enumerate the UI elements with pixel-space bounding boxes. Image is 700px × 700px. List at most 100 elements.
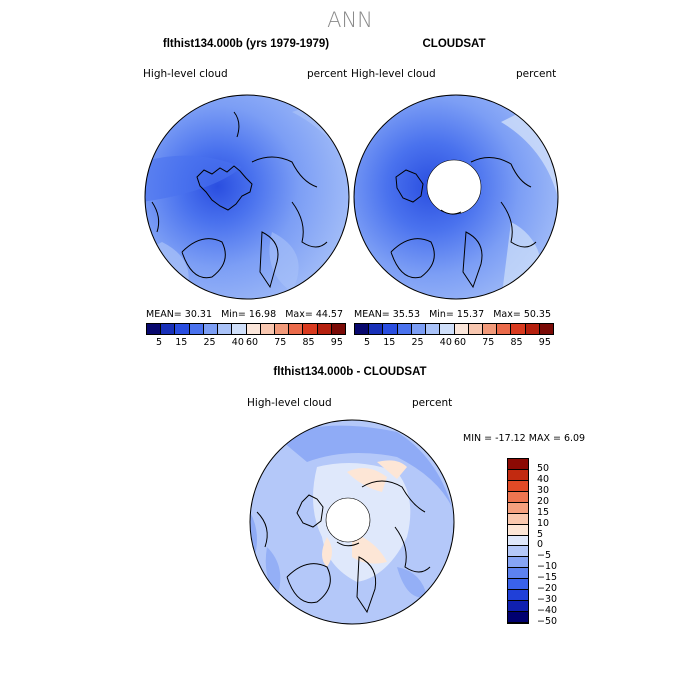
colorbar-swatch bbox=[397, 324, 412, 334]
diff-colorbar-swatch bbox=[508, 535, 528, 547]
colorbar-swatch bbox=[232, 324, 247, 334]
figure-title: ANN bbox=[327, 8, 373, 32]
colorbar-swatch bbox=[482, 324, 498, 334]
obs-mean-value: 35.53 bbox=[392, 309, 420, 320]
diff-colorbar-swatch bbox=[508, 502, 528, 514]
panel-obs-variable-label: High-level cloud bbox=[351, 68, 436, 80]
diff-colorbar-tick-label: 5 bbox=[537, 528, 544, 540]
colorbar-swatch bbox=[426, 324, 441, 334]
panel-obs-title: CLOUDSAT bbox=[422, 38, 486, 50]
diff-colorbar-swatch bbox=[508, 590, 528, 602]
colorbar-swatch bbox=[369, 324, 384, 334]
panel-model-colorbar-ticks: 5 15 25 40 60 75 85 95 bbox=[146, 337, 344, 349]
colorbar-tick-label: 85 bbox=[302, 337, 315, 348]
diff-colorbar-tick-label: −5 bbox=[537, 550, 552, 562]
panel-model-variable-label: High-level cloud bbox=[143, 68, 228, 80]
diff-colorbar-tick-label: 0 bbox=[537, 539, 544, 551]
colorbar-swatch bbox=[260, 324, 275, 334]
colorbar-swatch bbox=[511, 324, 526, 334]
diff-colorbar-tick-label: 15 bbox=[537, 506, 550, 518]
colorbar-tick-label: 15 bbox=[175, 337, 188, 348]
model-min-value: 16.98 bbox=[248, 309, 277, 320]
obs-min-value: 15.37 bbox=[456, 309, 485, 320]
panel-obs-colorbar-ticks: 5 15 25 40 60 75 85 95 bbox=[354, 337, 552, 349]
colorbar-swatch bbox=[203, 324, 219, 334]
colorbar-swatch bbox=[411, 324, 427, 334]
diff-colorbar-tick-label: −30 bbox=[537, 594, 558, 606]
colorbar-tick-label: 5 bbox=[364, 337, 371, 348]
panel-diff-variable-label: High-level cloud bbox=[247, 397, 332, 409]
colorbar-tick-label: 95 bbox=[330, 337, 343, 348]
panel-obs-colorbar bbox=[354, 323, 554, 335]
colorbar-swatch bbox=[218, 324, 233, 334]
colorbar-tick-label: 60 bbox=[245, 337, 259, 348]
diff-colorbar-swatch bbox=[508, 546, 528, 558]
diff-colorbar-swatch bbox=[508, 601, 528, 613]
panel-model-polar-map bbox=[144, 94, 350, 300]
diff-colorbar-tick-label: 30 bbox=[537, 484, 550, 496]
colorbar-tick-label: 40 bbox=[231, 337, 244, 348]
diff-colorbar-swatch bbox=[508, 524, 528, 536]
colorbar-swatch bbox=[161, 324, 176, 334]
colorbar-tick-label: 25 bbox=[411, 337, 424, 348]
panel-obs-stats: MEAN= 35.53 Min= 15.37 Max= 50.35 bbox=[354, 309, 551, 320]
colorbar-swatch bbox=[147, 324, 162, 334]
colorbar-swatch bbox=[274, 324, 290, 334]
model-mean-value: 30.31 bbox=[184, 309, 212, 320]
panel-diff-units-label: percent bbox=[412, 397, 453, 409]
diff-colorbar-swatch bbox=[508, 480, 528, 492]
diff-colorbar-tick-label: −50 bbox=[537, 616, 558, 627]
colorbar-swatch bbox=[440, 324, 455, 334]
colorbar-swatch bbox=[303, 324, 318, 334]
diff-colorbar-swatch bbox=[508, 459, 528, 470]
model-mean-label: MEAN= bbox=[146, 309, 182, 320]
diff-colorbar-tick-label: −15 bbox=[537, 572, 558, 584]
panel-model-units-label: percent bbox=[307, 68, 348, 80]
colorbar-tick-label: 75 bbox=[274, 337, 287, 348]
panel-model-title: flthist134.000b (yrs 1979-1979) bbox=[162, 38, 330, 50]
diff-colorbar-swatch bbox=[508, 491, 528, 503]
colorbar-tick-label: 25 bbox=[203, 337, 216, 348]
obs-min-label: Min= bbox=[429, 309, 454, 320]
panel-diff-colorbar bbox=[507, 458, 529, 624]
panel-diff-title: flthist134.000b - CLOUDSAT bbox=[273, 366, 427, 378]
panel-obs-polar-map bbox=[353, 94, 559, 300]
diff-colorbar-swatch bbox=[508, 513, 528, 525]
colorbar-swatch bbox=[525, 324, 540, 334]
panel-diff-colorbar-labels: 50 40 30 20 15 10 5 0 −5 −10 −15 −20 −30 −40 −50 bbox=[537, 458, 577, 627]
diff-colorbar-tick-label: −40 bbox=[537, 605, 558, 617]
colorbar-tick-label: 5 bbox=[156, 337, 163, 348]
diff-colorbar-tick-label: 20 bbox=[537, 495, 550, 507]
obs-max-value: 50.35 bbox=[523, 309, 552, 320]
diff-colorbar-tick-label: 40 bbox=[537, 473, 550, 485]
diff-colorbar-swatch bbox=[508, 469, 528, 481]
colorbar-tick-label: 75 bbox=[482, 337, 495, 348]
colorbar-swatch bbox=[246, 324, 261, 334]
model-min-label: Min= bbox=[221, 309, 246, 320]
colorbar-swatch bbox=[289, 324, 304, 334]
model-max-value: 44.57 bbox=[315, 309, 344, 320]
colorbar-tick-label: 15 bbox=[383, 337, 396, 348]
panel-diff-stats: MIN = -17.12 MAX = 6.09 bbox=[463, 433, 586, 444]
diff-colorbar-tick-label: 10 bbox=[537, 517, 550, 529]
diff-colorbar-tick-label: −10 bbox=[537, 561, 558, 573]
colorbar-swatch bbox=[497, 324, 512, 334]
obs-max-label: Max= bbox=[493, 309, 521, 320]
colorbar-swatch bbox=[331, 324, 346, 334]
colorbar-tick-label: 60 bbox=[453, 337, 467, 348]
diff-colorbar-swatch bbox=[508, 568, 528, 580]
diff-colorbar-tick-label: 50 bbox=[537, 462, 550, 474]
colorbar-swatch bbox=[189, 324, 204, 334]
colorbar-swatch bbox=[468, 324, 483, 334]
panel-obs-units-label: percent bbox=[516, 68, 557, 80]
colorbar-swatch bbox=[355, 324, 370, 334]
panel-diff-polar-map bbox=[249, 419, 455, 625]
colorbar-swatch bbox=[175, 324, 190, 334]
colorbar-swatch bbox=[454, 324, 469, 334]
colorbar-swatch bbox=[539, 324, 554, 334]
diff-colorbar-tick-label: −20 bbox=[537, 583, 558, 595]
colorbar-tick-label: 95 bbox=[538, 337, 551, 348]
panel-model-stats: MEAN= 30.31 Min= 16.98 Max= 44.57 bbox=[146, 309, 343, 320]
diff-colorbar-swatch bbox=[508, 557, 528, 569]
obs-mean-label: MEAN= bbox=[354, 309, 390, 320]
